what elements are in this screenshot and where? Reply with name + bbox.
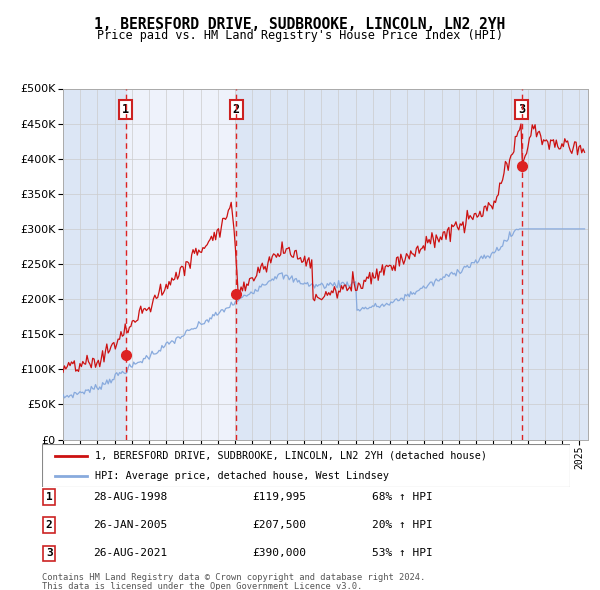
Text: £119,995: £119,995 bbox=[252, 492, 306, 502]
Text: 1: 1 bbox=[46, 492, 53, 502]
Text: 26-JAN-2005: 26-JAN-2005 bbox=[93, 520, 167, 530]
Text: 1: 1 bbox=[122, 103, 130, 116]
FancyBboxPatch shape bbox=[42, 444, 570, 487]
Bar bbox=[236, 88, 522, 440]
Text: 2: 2 bbox=[46, 520, 53, 530]
Text: 20% ↑ HPI: 20% ↑ HPI bbox=[372, 520, 433, 530]
Text: Contains HM Land Registry data © Crown copyright and database right 2024.: Contains HM Land Registry data © Crown c… bbox=[42, 573, 425, 582]
Text: 3: 3 bbox=[518, 103, 525, 116]
Text: 3: 3 bbox=[46, 549, 53, 558]
Text: 1, BERESFORD DRIVE, SUDBROOKE, LINCOLN, LN2 2YH (detached house): 1, BERESFORD DRIVE, SUDBROOKE, LINCOLN, … bbox=[95, 451, 487, 461]
Text: This data is licensed under the Open Government Licence v3.0.: This data is licensed under the Open Gov… bbox=[42, 582, 362, 590]
Text: £207,500: £207,500 bbox=[252, 520, 306, 530]
Bar bbox=[522, 88, 588, 440]
Text: 68% ↑ HPI: 68% ↑ HPI bbox=[372, 492, 433, 502]
Text: HPI: Average price, detached house, West Lindsey: HPI: Average price, detached house, West… bbox=[95, 471, 389, 481]
Text: 2: 2 bbox=[233, 103, 240, 116]
Text: Price paid vs. HM Land Registry's House Price Index (HPI): Price paid vs. HM Land Registry's House … bbox=[97, 30, 503, 42]
Text: 28-AUG-1998: 28-AUG-1998 bbox=[93, 492, 167, 502]
Text: £390,000: £390,000 bbox=[252, 549, 306, 558]
Text: 1, BERESFORD DRIVE, SUDBROOKE, LINCOLN, LN2 2YH: 1, BERESFORD DRIVE, SUDBROOKE, LINCOLN, … bbox=[94, 17, 506, 31]
Bar bbox=[63, 88, 126, 440]
Text: 26-AUG-2021: 26-AUG-2021 bbox=[93, 549, 167, 558]
Text: 53% ↑ HPI: 53% ↑ HPI bbox=[372, 549, 433, 558]
